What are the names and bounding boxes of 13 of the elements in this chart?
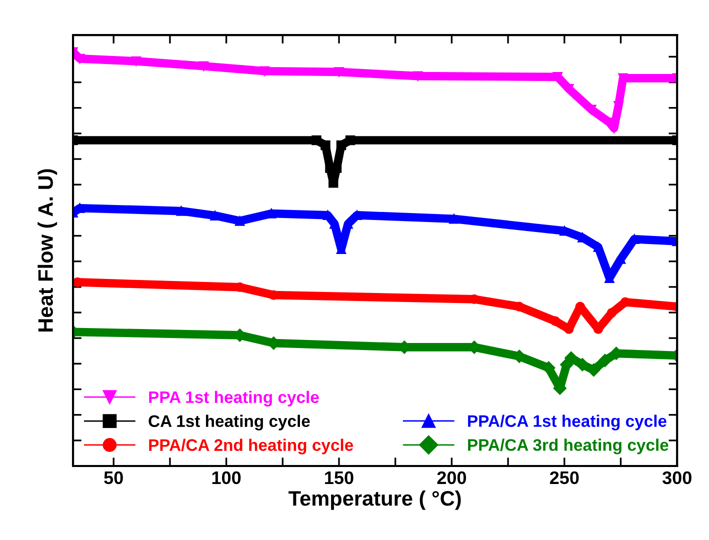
legend-label: CA 1st heating cycle <box>148 414 310 430</box>
y-axis-title: Heat Flow ( A. U) <box>38 169 58 332</box>
legend-label: PPA 1st heating cycle <box>149 390 319 406</box>
legend-label: PPA/CA 1st heating cycle <box>468 414 666 430</box>
x-tick-label: 150 <box>325 471 354 484</box>
x-axis-title: Temperature ( °C) <box>288 490 461 510</box>
legend-label: PPA/CA 3rd heating cycle <box>468 438 668 454</box>
x-tick-label: 50 <box>104 471 123 484</box>
x-tick-label: 100 <box>212 471 241 484</box>
legend-label: PPA/CA 2nd heating cycle <box>149 438 354 454</box>
x-tick-label: 300 <box>662 471 692 484</box>
x-tick-label: 200 <box>437 471 466 484</box>
x-tick-label: 250 <box>550 471 579 484</box>
